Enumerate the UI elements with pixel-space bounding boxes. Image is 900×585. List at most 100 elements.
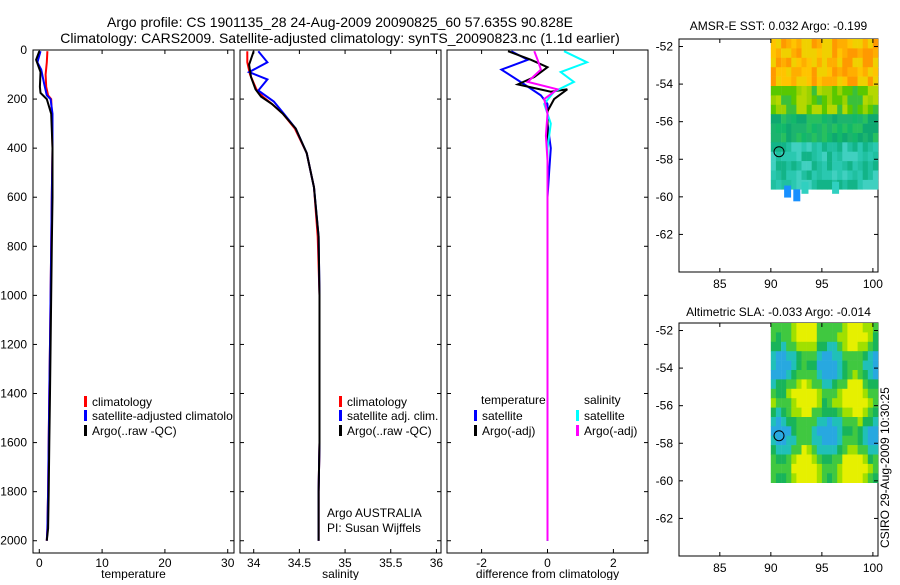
map-cell (816, 332, 823, 343)
map-cell (821, 388, 828, 399)
map-cell (857, 161, 863, 171)
map-cell (791, 48, 797, 59)
map-cell (857, 398, 863, 408)
map-cell (770, 57, 777, 68)
map-cell (857, 104, 863, 115)
map-cell (816, 360, 823, 371)
map-cell (801, 67, 807, 77)
map-cell (786, 86, 792, 96)
map-cell (837, 48, 843, 59)
map-cell (852, 388, 858, 399)
map-cell (872, 133, 879, 143)
map-cell (847, 435, 853, 446)
map-cell (832, 473, 838, 483)
map-cell (781, 426, 787, 436)
map-cell (867, 67, 874, 77)
map-cell (806, 398, 812, 408)
map-cell (867, 341, 874, 352)
map-cell (791, 379, 797, 390)
legend-swatch (339, 410, 342, 421)
map-cell (781, 123, 787, 134)
ytick-label: -56 (656, 399, 674, 413)
map-cell (857, 179, 863, 190)
map-cell (827, 48, 833, 59)
map-cell (781, 370, 787, 380)
map-cell (862, 454, 869, 465)
xtick-label: 36 (430, 556, 444, 570)
map-cell (852, 179, 858, 190)
legend-label: satellite-adjusted climatolo (92, 409, 233, 423)
map-cell (816, 104, 823, 115)
map-cell (775, 473, 782, 483)
map-cell (770, 323, 777, 333)
map-cell (842, 454, 848, 465)
map-cell (791, 76, 797, 87)
map-cell (832, 181, 840, 194)
map-cell (786, 39, 792, 49)
map-cell (827, 445, 833, 455)
map-cell (781, 76, 787, 87)
map-cell (842, 161, 848, 171)
map-cell (832, 454, 838, 465)
map-cell (862, 123, 869, 134)
map-cell (862, 351, 869, 361)
map-cell (867, 435, 874, 446)
map-cell (867, 142, 874, 152)
map-cell (872, 454, 879, 465)
map-cell (781, 39, 787, 49)
map-cell (832, 426, 838, 436)
map-cell (791, 323, 797, 333)
map-cell (796, 133, 802, 143)
chart-salinity: 34 34.5 35 35.5 36 salinity climatologysatelli… (239, 49, 444, 581)
map-cell (827, 161, 833, 171)
ytick-label: -62 (656, 227, 674, 241)
xtick-label: -2 (476, 556, 487, 570)
map-cell (811, 133, 818, 143)
map-cell (867, 104, 874, 115)
map-cell (781, 407, 787, 418)
map-cell (872, 86, 879, 96)
map-cell (821, 379, 828, 390)
map-cell (811, 39, 818, 49)
map-cell (791, 57, 797, 68)
map-cell (852, 76, 858, 87)
ytick-label: 200 (7, 92, 27, 106)
map-cell (770, 170, 777, 181)
map-cell (867, 323, 874, 333)
map-cell (872, 370, 879, 380)
map-cell (770, 133, 777, 143)
map-cell (786, 398, 792, 408)
map-cell (827, 473, 833, 483)
map-cell (770, 370, 777, 380)
map-cell (872, 170, 879, 181)
map-cell (786, 426, 792, 436)
map-cell (827, 370, 833, 380)
map-cell (811, 179, 818, 190)
map-cell (832, 351, 838, 361)
map-cell (791, 133, 797, 143)
map-cell (775, 370, 782, 380)
map-cell (842, 473, 848, 483)
map-cell (872, 473, 879, 483)
map-cell (862, 114, 869, 124)
map-cell (781, 360, 787, 371)
map-cell (806, 426, 812, 436)
map-cell (827, 67, 833, 77)
map-cell (832, 407, 838, 418)
map-cell (806, 351, 812, 361)
map-cell (816, 379, 823, 390)
map-cell (862, 398, 869, 408)
map-cell (796, 170, 802, 181)
map-cell (832, 151, 838, 162)
xtick-label: 30 (221, 556, 235, 570)
map-cell (872, 323, 879, 333)
map-cell (801, 370, 807, 380)
map-cell (857, 57, 863, 68)
xtick-label: 0 (36, 556, 43, 570)
map-cell (775, 57, 782, 68)
map-cell (796, 48, 802, 59)
map-cell (786, 151, 792, 162)
map-cell (806, 39, 812, 49)
xtick-label: 100 (863, 277, 883, 291)
map-cell (796, 463, 802, 474)
